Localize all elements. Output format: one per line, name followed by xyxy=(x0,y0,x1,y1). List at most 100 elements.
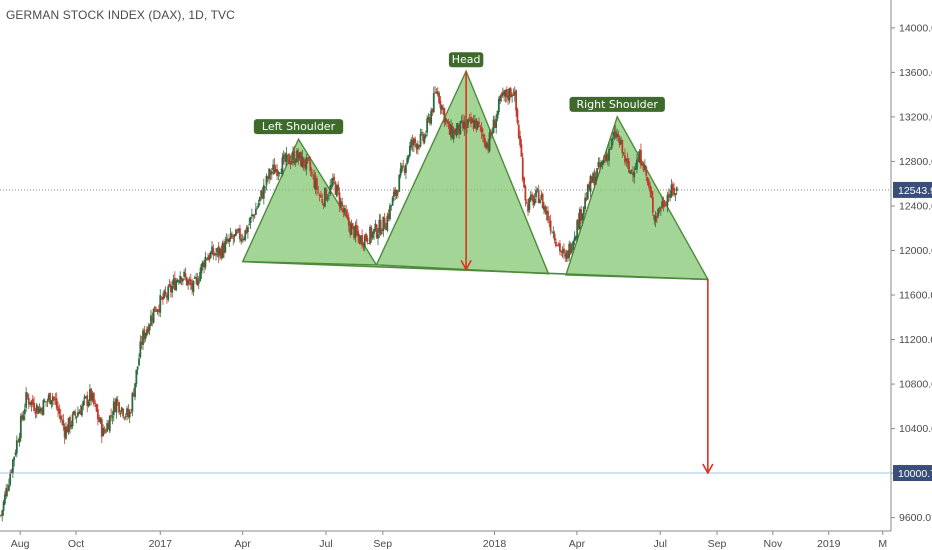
candle-body xyxy=(600,161,602,167)
candle-body xyxy=(367,243,370,245)
candle-body xyxy=(257,203,260,207)
candle-body xyxy=(183,271,186,277)
candle-body xyxy=(451,126,454,139)
candle-body xyxy=(606,154,609,160)
neckline[interactable] xyxy=(242,260,708,281)
candle-body xyxy=(300,152,302,167)
candle-body xyxy=(559,243,561,252)
candle-body xyxy=(408,145,411,156)
candle-body xyxy=(383,218,386,229)
candle-body xyxy=(237,228,240,231)
candle-body xyxy=(625,158,628,161)
candle-body xyxy=(244,230,247,241)
candle-body xyxy=(549,220,552,231)
candle-body xyxy=(653,214,656,220)
candle-body xyxy=(26,394,29,398)
candle-body xyxy=(187,280,190,285)
candle-body xyxy=(555,241,557,247)
candle-body xyxy=(253,215,256,217)
candle-body xyxy=(649,186,652,192)
candle-body xyxy=(330,184,333,187)
candle-body xyxy=(401,165,403,171)
candle-body xyxy=(661,201,664,208)
candle-body xyxy=(112,401,115,416)
candle-body xyxy=(378,219,381,234)
x-tick-label: 2019 xyxy=(817,538,841,550)
candle-body xyxy=(201,261,204,267)
candle-body xyxy=(586,184,589,199)
candle-body xyxy=(491,132,494,135)
candle-body xyxy=(84,396,87,398)
candle-body xyxy=(127,409,130,418)
candle-body xyxy=(0,515,2,516)
candle-body xyxy=(438,93,440,103)
candle-body xyxy=(43,401,46,402)
candle-body xyxy=(642,165,645,170)
candle-body xyxy=(462,120,464,128)
candle-body xyxy=(115,398,118,413)
candle-body xyxy=(193,277,196,279)
candle-body xyxy=(460,120,463,122)
candle-body xyxy=(256,207,259,209)
candle-body xyxy=(265,175,268,186)
candle-body xyxy=(523,177,525,188)
candle-body xyxy=(404,164,407,174)
candle-body xyxy=(136,366,139,370)
candle-body xyxy=(674,193,677,195)
candle-body xyxy=(564,254,567,257)
candle-body xyxy=(261,191,264,199)
candle-body xyxy=(130,411,132,413)
candle-body xyxy=(516,109,519,123)
candle-body xyxy=(545,210,548,215)
left-shoulder-triangle[interactable] xyxy=(241,137,378,266)
candle-body xyxy=(318,194,321,196)
candle-body xyxy=(519,135,521,145)
candle-body xyxy=(108,415,111,432)
candle-body xyxy=(553,233,556,241)
candle-body xyxy=(406,158,409,164)
candle-body xyxy=(246,226,249,233)
candle-body xyxy=(423,135,426,143)
candle-body xyxy=(654,216,657,222)
candle-body xyxy=(59,415,62,420)
candle-body xyxy=(598,162,601,168)
x-tick-label: 2018 xyxy=(483,538,507,550)
x-tick-label: M xyxy=(878,538,887,550)
candle-body xyxy=(399,168,402,176)
candle-body xyxy=(431,109,434,112)
candle-body xyxy=(155,311,158,313)
candle-body xyxy=(87,401,90,407)
candle-body xyxy=(373,229,375,234)
candle-body xyxy=(389,205,391,220)
candle-body xyxy=(663,204,666,207)
candle-body xyxy=(310,172,313,174)
candle-body xyxy=(326,197,329,199)
candle-body xyxy=(560,251,563,253)
candle-body xyxy=(252,214,255,217)
candle-body xyxy=(216,248,219,253)
candle-body xyxy=(159,295,162,313)
candle-body xyxy=(524,186,527,201)
candle-body xyxy=(208,255,211,260)
candle-body xyxy=(602,160,605,164)
candle-body xyxy=(532,196,535,206)
candle-body xyxy=(448,123,451,135)
candle-body xyxy=(527,204,529,212)
candle-body xyxy=(493,121,496,129)
candle-body xyxy=(55,398,58,408)
candle-body xyxy=(670,184,673,197)
candle-body xyxy=(617,134,620,137)
candle-body xyxy=(342,208,345,213)
candle-body xyxy=(456,122,459,131)
candle-body xyxy=(489,131,492,136)
candle-body xyxy=(446,119,448,123)
candle-body xyxy=(49,392,51,404)
candle-body xyxy=(158,309,160,312)
candle-body xyxy=(35,404,38,413)
candle-body xyxy=(73,411,75,414)
candle-body xyxy=(75,416,78,419)
candle-body xyxy=(220,249,223,259)
candle-body xyxy=(306,157,309,159)
candle-body xyxy=(331,177,334,186)
